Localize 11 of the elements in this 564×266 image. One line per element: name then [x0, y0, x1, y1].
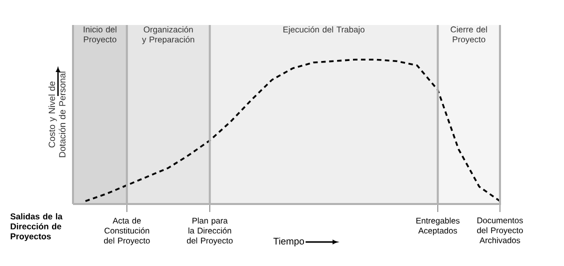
- x-tick-label: Documentos del Proyecto Archivados: [477, 218, 523, 244]
- band-label: Ejecución del Trabajo: [283, 26, 364, 34]
- x-axis-title: Tiempo: [273, 238, 304, 246]
- x-tick-label: Entregables Aceptados: [416, 218, 460, 236]
- text: Inicio del Proyecto: [84, 26, 116, 44]
- x-tick-label: Acta de Constitución del Proyecto: [104, 218, 150, 246]
- band-label: Organización y Preparación: [142, 26, 194, 44]
- band-label: Cierre del Proyecto: [450, 26, 487, 44]
- text: Salidas de la Dirección de Proyectos: [10, 213, 62, 242]
- x-tick-label: Plan para la Dirección del Proyecto: [186, 218, 233, 246]
- y-axis-title: Costo y Nivel de Dotación de Personal: [48, 72, 66, 158]
